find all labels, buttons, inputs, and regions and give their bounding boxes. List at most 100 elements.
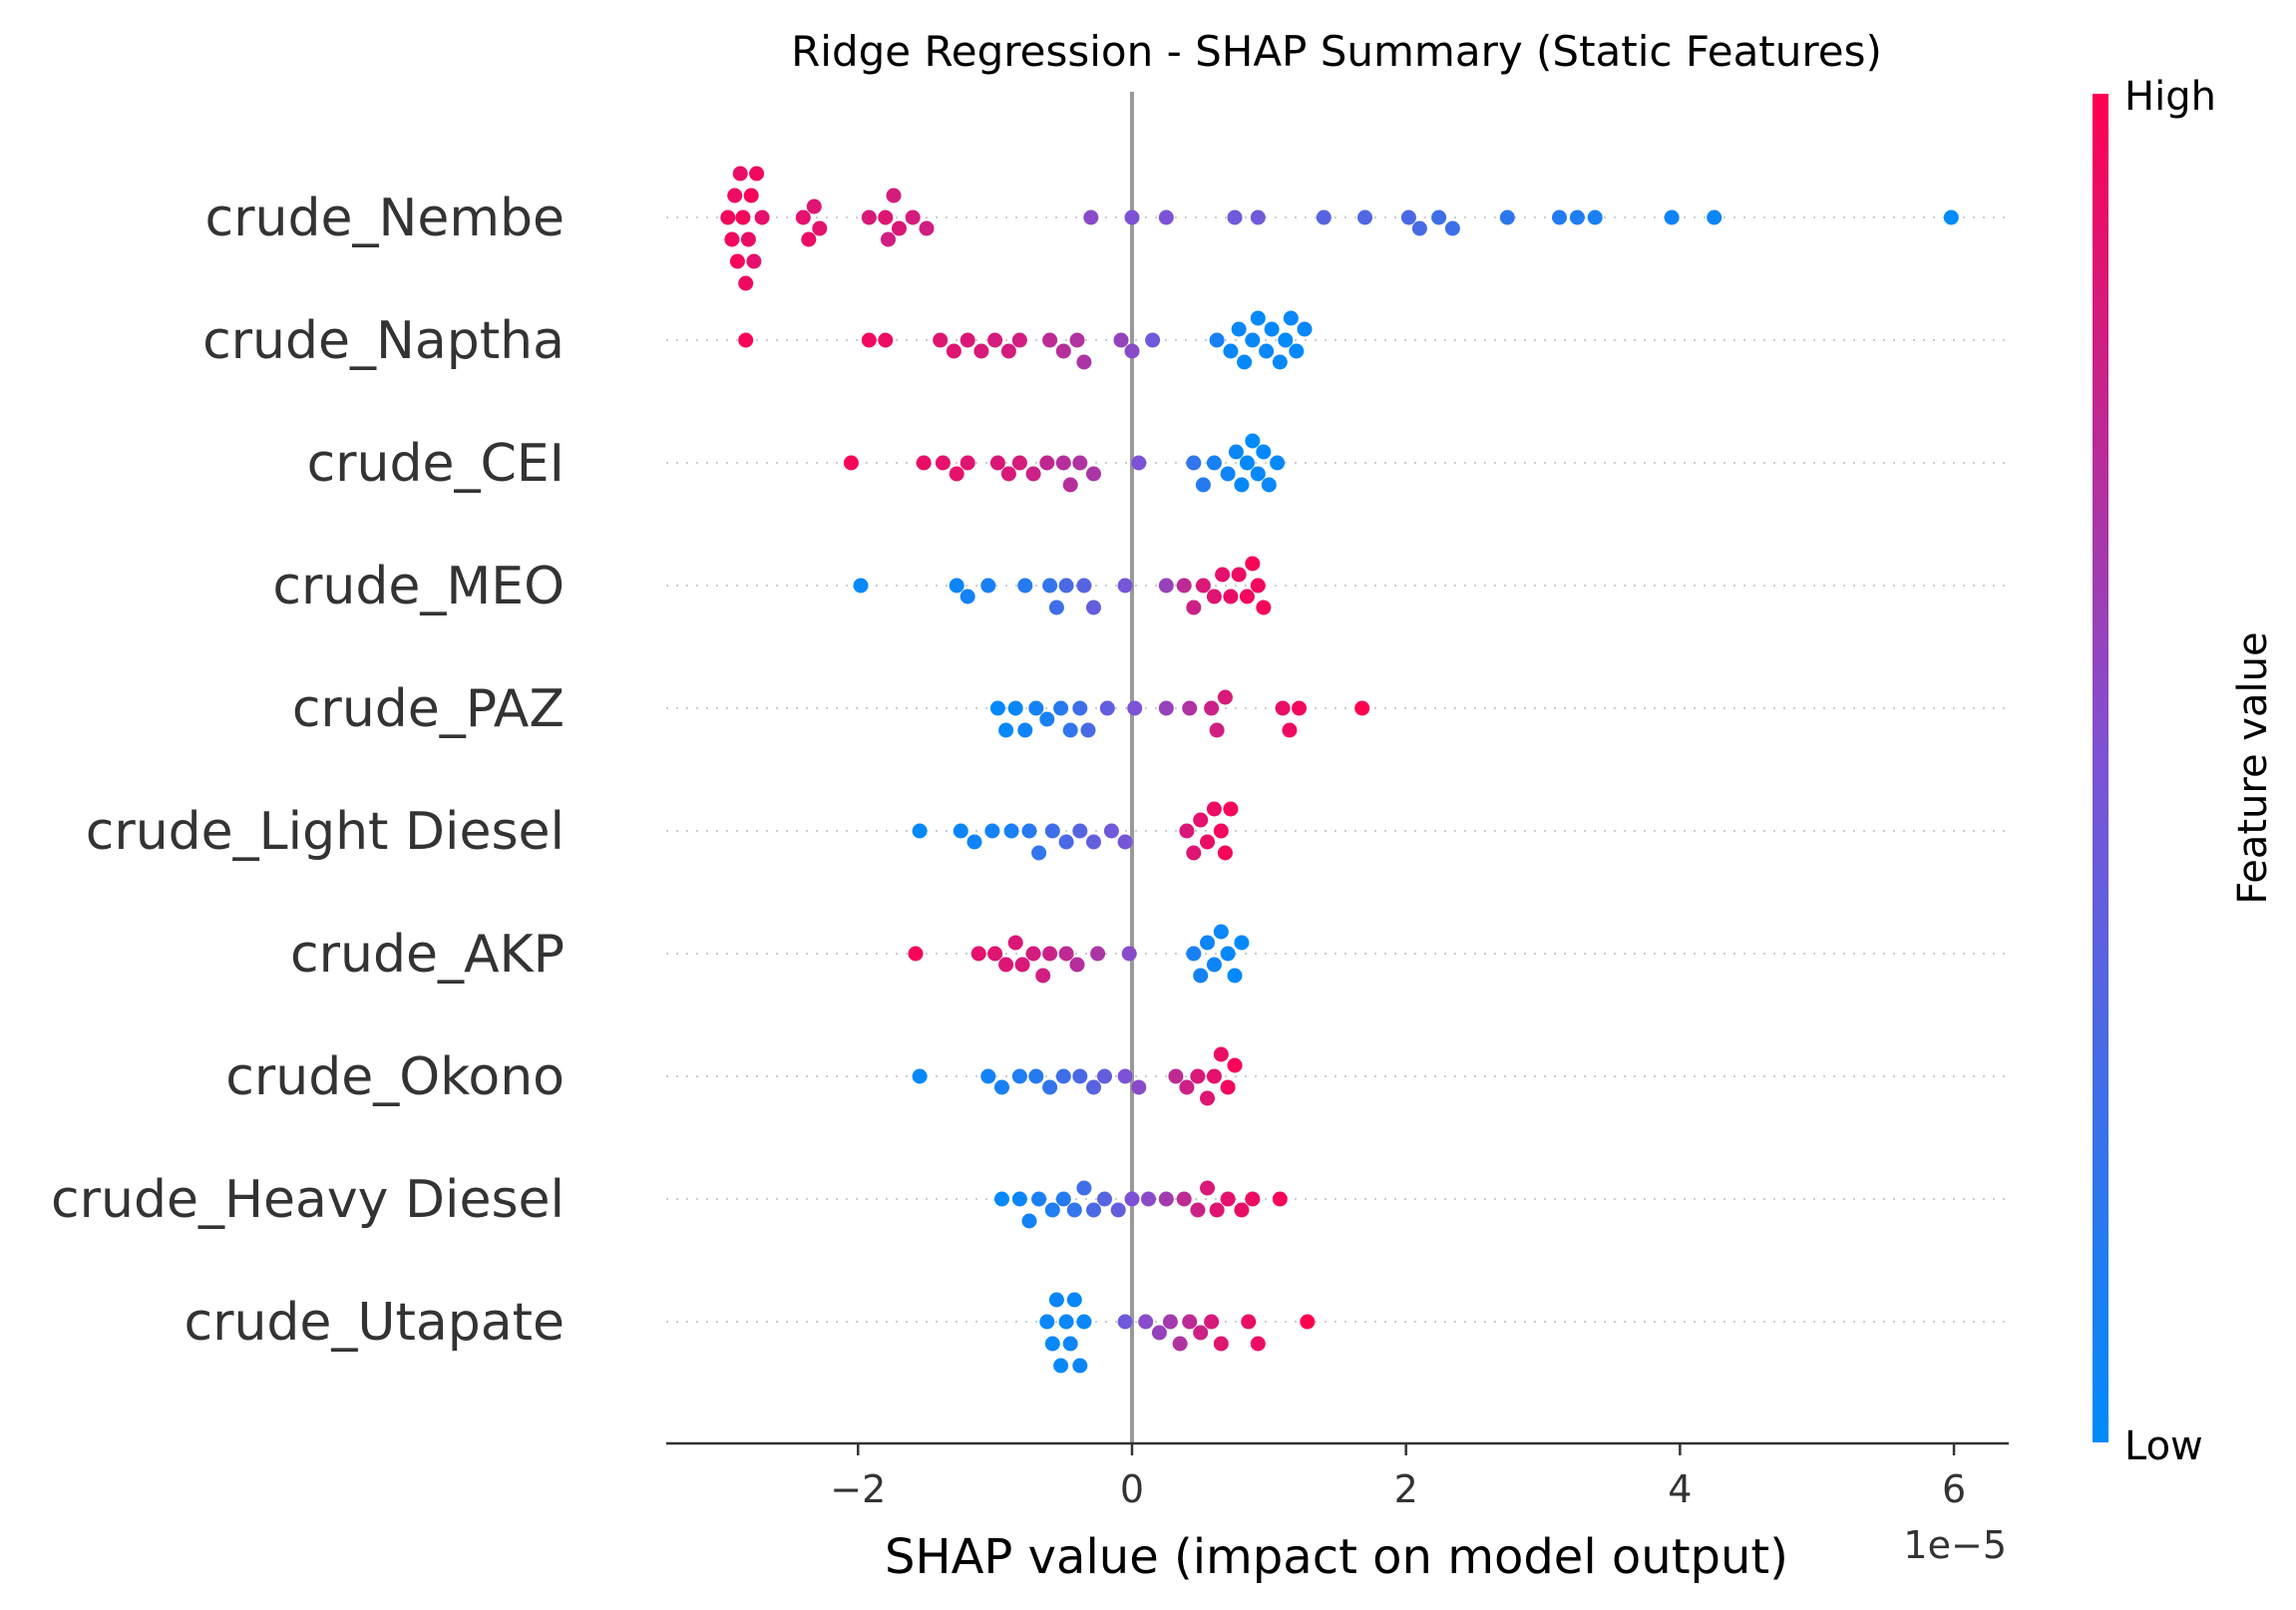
shap-point <box>812 220 828 236</box>
shap-point <box>892 220 907 236</box>
shap-point <box>1223 343 1239 359</box>
shap-point <box>1131 1079 1147 1095</box>
shap-point <box>1206 801 1222 817</box>
shap-point <box>806 199 822 214</box>
shap-point <box>1234 935 1250 951</box>
shap-point <box>1014 957 1030 973</box>
feature-label: crude_Okono <box>225 1047 565 1107</box>
shap-point <box>994 1191 1009 1207</box>
shap-point <box>732 166 748 182</box>
shap-point <box>1186 845 1202 861</box>
shap-point <box>912 823 928 839</box>
feature-label: crude_Utapate <box>185 1293 566 1353</box>
shap-point <box>1124 209 1140 225</box>
shap-point <box>1193 968 1209 984</box>
shap-point <box>1245 1191 1261 1207</box>
shap-point <box>1297 321 1313 337</box>
shap-point <box>1031 845 1047 861</box>
shap-point <box>1072 823 1088 839</box>
shap-point <box>1707 209 1722 225</box>
shap-point <box>1025 946 1041 962</box>
shap-point <box>886 188 902 203</box>
shap-point <box>1587 209 1603 225</box>
shap-point <box>1158 578 1174 594</box>
shap-point <box>861 209 877 225</box>
shap-point <box>1127 700 1143 716</box>
shap-point <box>959 589 975 604</box>
shap-point <box>1499 209 1515 225</box>
shap-point <box>966 834 982 850</box>
shap-point <box>1028 700 1044 716</box>
shap-point <box>953 823 968 839</box>
shap-point <box>735 209 751 225</box>
x-axis-label: SHAP value (impact on model output) <box>885 1529 1788 1585</box>
shap-point <box>1039 711 1055 727</box>
shap-point <box>1278 332 1294 348</box>
shap-point <box>1162 1314 1178 1330</box>
shap-point <box>1220 946 1236 962</box>
shap-point <box>1270 455 1286 471</box>
shap-point <box>1215 567 1231 583</box>
shap-point <box>1066 1202 1082 1218</box>
shap-point <box>1072 700 1088 716</box>
shap-point <box>1086 466 1101 482</box>
shap-point <box>1264 321 1280 337</box>
shap-point <box>1117 834 1133 850</box>
feature-label: crude_CEI <box>307 434 565 494</box>
shap-point <box>1003 823 1019 839</box>
shap-point <box>1195 477 1211 493</box>
shap-point <box>1017 578 1033 594</box>
shap-point <box>1209 1202 1225 1218</box>
feature-labels: crude_Nembe crude_Naptha crude_CEI crude_ME… <box>51 189 565 1353</box>
shap-point <box>1090 946 1106 962</box>
shap-point <box>1227 209 1243 225</box>
shap-point <box>905 209 921 225</box>
shap-point <box>1209 332 1225 348</box>
shap-point <box>1058 946 1074 962</box>
shap-point <box>1099 700 1115 716</box>
shap-point <box>998 722 1014 738</box>
shap-point <box>1300 1314 1316 1330</box>
shap-point <box>1062 722 1078 738</box>
shap-point <box>1080 722 1096 738</box>
shap-point <box>1250 466 1266 482</box>
shap-point <box>1145 332 1161 348</box>
shap-point <box>1227 1057 1243 1073</box>
shap-point <box>740 231 756 247</box>
shap-point <box>1044 1336 1060 1352</box>
shap-point <box>1239 589 1255 604</box>
shap-point <box>1213 823 1229 839</box>
shap-point <box>1217 845 1233 861</box>
shap-point <box>1131 455 1147 471</box>
shap-point <box>1021 1213 1037 1229</box>
shap-point <box>1072 1068 1088 1084</box>
shap-point <box>933 332 949 348</box>
shap-point <box>1069 957 1085 973</box>
shap-point <box>1176 578 1192 594</box>
shap-point <box>1042 1079 1058 1095</box>
shap-point <box>1031 1191 1047 1207</box>
shap-point <box>1231 321 1247 337</box>
x-offset-text: 1e−5 <box>1903 1523 2007 1567</box>
shap-point <box>1076 578 1092 594</box>
shap-point <box>1237 354 1253 370</box>
shap-point <box>994 1079 1009 1095</box>
shap-point <box>1206 957 1222 973</box>
shap-point <box>1044 1202 1060 1218</box>
shap-point <box>1213 1336 1229 1352</box>
shap-point <box>949 466 964 482</box>
shap-point <box>754 209 770 225</box>
shap-point <box>1272 1191 1288 1207</box>
shap-point <box>1245 433 1261 449</box>
shap-point <box>1213 924 1229 940</box>
shap-point <box>1053 700 1069 716</box>
shap-point <box>1086 1079 1101 1095</box>
x-tick-label: −2 <box>830 1467 886 1511</box>
shap-point <box>1186 455 1202 471</box>
shap-point <box>1017 722 1033 738</box>
shap-point <box>1272 354 1288 370</box>
shap-point <box>1053 1358 1069 1374</box>
x-ticks: −2 0 2 4 6 <box>830 1443 1966 1511</box>
shap-point <box>853 578 869 594</box>
shap-point <box>1231 567 1247 583</box>
